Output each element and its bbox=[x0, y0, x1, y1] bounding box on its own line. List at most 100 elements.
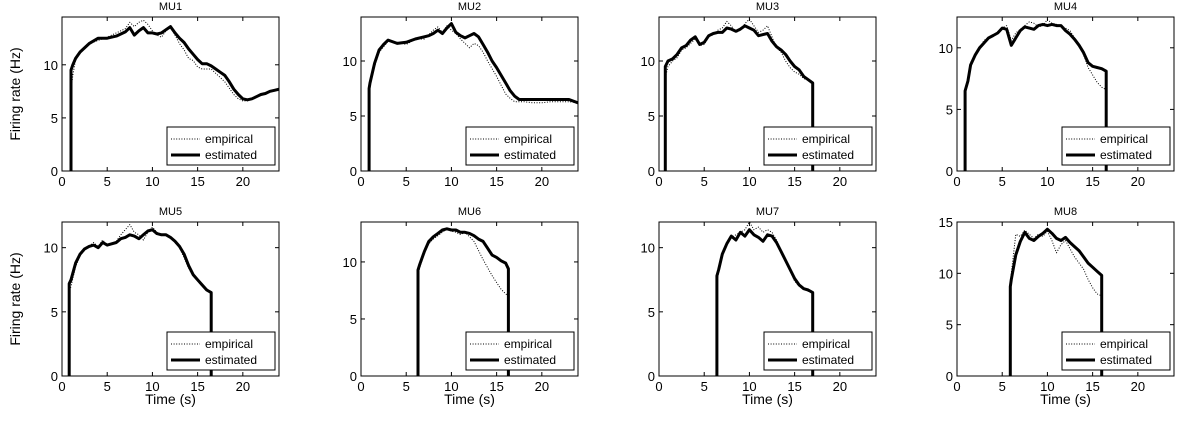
x-tick-label: 5 bbox=[999, 379, 1006, 394]
legend-label-estimated: estimated bbox=[1100, 148, 1152, 162]
x-tick-label: 10 bbox=[1040, 379, 1054, 394]
panel-title: MU8 bbox=[1054, 206, 1077, 218]
x-tick-label: 15 bbox=[1085, 379, 1099, 394]
x-tick-label: 5 bbox=[403, 379, 410, 394]
series-estimated bbox=[715, 228, 815, 376]
panel-mu7: MU7 0 5 10 15 20 0 5 10 empirical estimated Time (s… bbox=[641, 206, 877, 407]
y-tick-label: 5 bbox=[51, 305, 58, 320]
x-tick-label: 10 bbox=[742, 174, 756, 189]
x-tick-label: 20 bbox=[833, 174, 847, 189]
legend-label-empirical: empirical bbox=[504, 337, 552, 351]
x-axis-label: Time (s) bbox=[742, 391, 793, 407]
y-tick-label: 0 bbox=[350, 369, 357, 384]
series-estimated bbox=[963, 22, 1108, 171]
legend: empirical estimated bbox=[166, 126, 276, 166]
x-tick-label: 20 bbox=[1131, 379, 1145, 394]
legend-label-estimated: estimated bbox=[802, 353, 854, 367]
panel-mu1: MU1 0 5 10 15 20 0 5 10 empirical estimated Firing … bbox=[7, 1, 280, 189]
x-tick-label: 5 bbox=[701, 174, 708, 189]
y-tick-label: 0 bbox=[51, 164, 58, 179]
x-tick-label: 15 bbox=[190, 174, 204, 189]
y-tick-label: 5 bbox=[648, 109, 655, 124]
x-tick-label: 15 bbox=[190, 379, 204, 394]
y-tick-label: 0 bbox=[51, 369, 58, 384]
legend-box bbox=[763, 126, 873, 166]
legend: empirical estimated bbox=[1061, 331, 1171, 371]
legend-label-empirical: empirical bbox=[205, 132, 253, 146]
y-tick-label: 5 bbox=[350, 312, 357, 327]
y-tick-label: 10 bbox=[641, 54, 655, 69]
legend-box bbox=[763, 331, 873, 371]
series-estimated bbox=[663, 24, 815, 171]
y-tick-label: 10 bbox=[343, 54, 357, 69]
legend-label-estimated: estimated bbox=[205, 148, 257, 162]
x-axis-label: Time (s) bbox=[1040, 391, 1091, 407]
y-tick-label: 5 bbox=[648, 305, 655, 320]
y-tick-label: 10 bbox=[641, 241, 655, 256]
y-tick-label: 0 bbox=[946, 164, 953, 179]
x-tick-label: 20 bbox=[1131, 174, 1145, 189]
x-tick-label: 15 bbox=[489, 379, 503, 394]
series-estimated bbox=[1008, 227, 1104, 376]
legend-label-estimated: estimated bbox=[205, 353, 257, 367]
x-tick-label: 5 bbox=[104, 174, 111, 189]
legend-label-empirical: empirical bbox=[1100, 132, 1148, 146]
y-tick-label: 10 bbox=[44, 241, 58, 256]
legend: empirical estimated bbox=[166, 331, 276, 371]
panel-mu3: MU3 0 5 10 15 20 0 5 10 empirical estimated bbox=[641, 1, 877, 189]
x-axis-label: Time (s) bbox=[444, 391, 495, 407]
x-tick-label: 15 bbox=[489, 174, 503, 189]
panel-mu4: MU4 0 5 10 15 20 0 5 10 empirical estimated bbox=[939, 1, 1175, 189]
panel-title: MU1 bbox=[159, 1, 182, 13]
panel-title: MU3 bbox=[756, 1, 779, 13]
y-tick-label: 10 bbox=[939, 266, 953, 281]
x-tick-label: 10 bbox=[145, 174, 159, 189]
x-tick-label: 0 bbox=[58, 174, 65, 189]
y-tick-label: 5 bbox=[946, 318, 953, 333]
legend-label-empirical: empirical bbox=[1100, 337, 1148, 351]
x-tick-label: 10 bbox=[1040, 174, 1054, 189]
y-tick-label: 5 bbox=[51, 111, 58, 126]
legend-box bbox=[1061, 126, 1171, 166]
y-tick-label: 10 bbox=[44, 58, 58, 73]
legend: empirical estimated bbox=[465, 331, 575, 371]
panel-title: MU6 bbox=[458, 206, 481, 218]
x-tick-label: 0 bbox=[357, 174, 364, 189]
legend: empirical estimated bbox=[763, 331, 873, 371]
x-tick-label: 10 bbox=[742, 379, 756, 394]
x-axis-label: Time (s) bbox=[145, 391, 196, 407]
series-empirical bbox=[964, 19, 1107, 171]
y-tick-label: 0 bbox=[648, 369, 655, 384]
y-axis-label: Firing rate (Hz) bbox=[7, 252, 23, 345]
x-tick-label: 0 bbox=[953, 174, 960, 189]
panel-title: MU5 bbox=[159, 206, 182, 218]
legend-label-empirical: empirical bbox=[504, 132, 552, 146]
series-estimated bbox=[416, 227, 510, 376]
y-tick-label: 5 bbox=[946, 102, 953, 117]
legend-label-empirical: empirical bbox=[802, 132, 850, 146]
legend-box bbox=[465, 126, 575, 166]
legend-box bbox=[166, 331, 276, 371]
x-tick-label: 5 bbox=[701, 379, 708, 394]
x-tick-label: 10 bbox=[444, 174, 458, 189]
x-tick-label: 10 bbox=[145, 379, 159, 394]
legend-box bbox=[465, 331, 575, 371]
x-tick-label: 20 bbox=[535, 379, 549, 394]
x-tick-label: 15 bbox=[1085, 174, 1099, 189]
legend-label-estimated: estimated bbox=[504, 353, 556, 367]
series-estimated bbox=[367, 22, 578, 171]
y-tick-label: 10 bbox=[939, 41, 953, 56]
x-tick-label: 0 bbox=[357, 379, 364, 394]
y-tick-label: 15 bbox=[939, 215, 953, 230]
x-tick-label: 20 bbox=[236, 379, 250, 394]
panel-title: MU4 bbox=[1054, 1, 1077, 13]
legend-label-estimated: estimated bbox=[802, 148, 854, 162]
x-tick-label: 20 bbox=[535, 174, 549, 189]
y-tick-label: 5 bbox=[350, 109, 357, 124]
legend-label-estimated: estimated bbox=[504, 148, 556, 162]
panel-mu5: MU5 0 5 10 15 20 0 5 10 empirical estimated Firing … bbox=[7, 206, 280, 407]
legend-box bbox=[166, 126, 276, 166]
y-axis-label: Firing rate (Hz) bbox=[7, 47, 23, 140]
x-tick-label: 5 bbox=[104, 379, 111, 394]
